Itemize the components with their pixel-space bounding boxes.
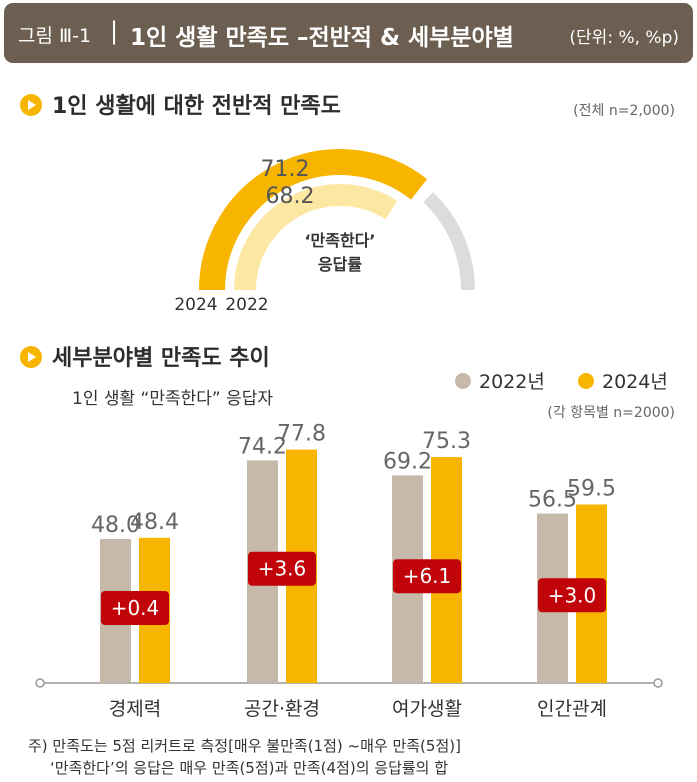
gauge-chart: 71.2 68.2 ‘만족한다’ 응답률 2024 2022 (174, 149, 475, 315)
legend-label-2022: 2022년 (479, 371, 545, 393)
gauge-center-label-line2: 응답률 (318, 255, 362, 274)
title-separator: | (110, 17, 119, 45)
diff-box-0 (101, 591, 169, 625)
page-title: 1인 생활 만족도 –전반적 & 세부분야별 (130, 25, 514, 51)
gauge-track (423, 192, 475, 291)
legend-2024: 2024년 (578, 367, 668, 394)
diff-box-2 (393, 559, 461, 594)
bar-label-2022-0: 48.0 (91, 513, 140, 538)
gauge-year-2024: 2024 (174, 295, 217, 315)
legend-2022: 2022년 (455, 367, 545, 394)
bar-label-2024-0: 48.4 (130, 510, 179, 535)
category-label-3: 인간관계 (537, 698, 607, 720)
bar-label-2024-3: 59.5 (567, 477, 616, 502)
category-label-2: 여가생활 (392, 698, 462, 720)
diff-box-3 (538, 578, 606, 613)
legend-dot-2022 (455, 373, 471, 389)
gauge-value-2022: 68.2 (266, 184, 315, 209)
section1-note: (전체 n=2,000) (573, 103, 675, 119)
section1-title-text: 1인 생활에 대한 전반적 만족도 (52, 94, 341, 119)
bar-label-2022-3: 56.5 (528, 488, 577, 513)
header-bar: 그림 Ⅲ-1 | 1인 생활 만족도 –전반적 & 세부분야별 (단위: %, … (4, 3, 693, 63)
diff-box-1 (248, 551, 316, 586)
figure-label: 그림 Ⅲ-1 (18, 25, 92, 47)
section2-subtitle: 1인 생활 “만족한다” 응답자 (72, 389, 274, 409)
gauge-year-2022: 2022 (225, 295, 268, 315)
legend-dot-2024 (578, 373, 594, 389)
gauge-arc-2024 (199, 149, 428, 291)
play-bullet-icon (20, 346, 42, 368)
diff-label-2: +6.1 (403, 564, 452, 588)
section2-title: 세부분야별 만족도 추이 (20, 340, 270, 372)
footnote-line2: ‘만족한다’의 응답은 매우 만족(5점)과 만족(4점)의 응답률의 합 (50, 759, 449, 777)
x-axis-end-right (653, 678, 663, 688)
legend-label-2024: 2024년 (602, 371, 668, 393)
diff-label-3: +3.0 (548, 583, 597, 607)
bar-label-2024-1: 77.8 (277, 422, 326, 447)
gauge-center-label-line1: ‘만족한다’ (304, 231, 375, 250)
category-label-0: 경제력 (109, 698, 161, 720)
play-bullet-icon (20, 94, 42, 116)
bar-label-2024-2: 75.3 (422, 429, 471, 454)
bar-label-2022-1: 74.2 (238, 434, 287, 459)
diff-label-1: +3.6 (258, 557, 307, 581)
section2-title-text: 세부분야별 만족도 추이 (52, 346, 270, 371)
gauge-arc-2022 (234, 184, 398, 291)
gauge-value-2024: 71.2 (261, 157, 310, 182)
diff-label-0: +0.4 (111, 596, 160, 620)
footnote-line1: 주) 만족도는 5점 리커트로 측정[매우 불만족(1점) ~매우 만족(5점)… (28, 737, 461, 755)
section1-title: 1인 생활에 대한 전반적 만족도 (20, 88, 341, 120)
section2-note: (각 항목별 n=2000) (547, 405, 675, 421)
x-axis-end-left (35, 678, 45, 688)
category-label-1: 공간·환경 (244, 698, 320, 720)
bar-label-2022-2: 69.2 (383, 449, 432, 474)
unit-label: (단위: %, %p) (569, 28, 679, 48)
